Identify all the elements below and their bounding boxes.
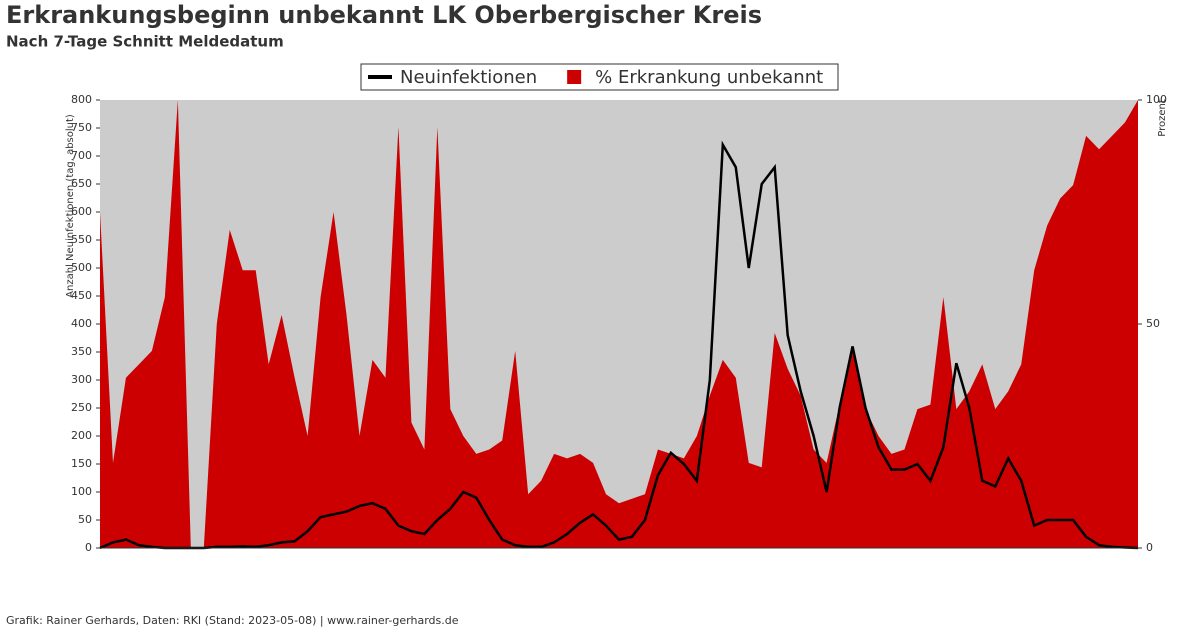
legend-swatch	[567, 70, 582, 84]
footer: Grafik: Rainer Gerhards, Daten: RKI (Sta…	[6, 614, 459, 627]
y-tick-label: 750	[71, 121, 92, 134]
y-tick-label: 100	[71, 485, 92, 498]
y-tick-label: 700	[71, 149, 92, 162]
y-tick-label: 200	[71, 429, 92, 442]
y-tick-label: 250	[71, 401, 92, 414]
chart-subtitle: Nach 7-Tage Schnitt Meldedatum	[6, 33, 284, 51]
y2-tick-label: 50	[1146, 317, 1160, 330]
legend-label: % Erkrankung unbekannt	[595, 67, 823, 88]
y-tick-label: 550	[71, 233, 92, 246]
y-tick-label: 500	[71, 261, 92, 274]
y-tick-label: 0	[85, 541, 92, 554]
chart-title: Erkrankungsbeginn unbekannt LK Oberbergi…	[6, 1, 762, 29]
y-tick-label: 300	[71, 373, 92, 386]
y-tick-label: 600	[71, 205, 92, 218]
y-tick-label: 450	[71, 289, 92, 302]
y-tick-label: 50	[78, 513, 92, 526]
y-axis-label: Anzahl Neuinfektionen (tag, absolut)	[65, 114, 76, 298]
y-tick-label: 350	[71, 345, 92, 358]
legend-label: Neuinfektionen	[400, 67, 537, 88]
y2-axis-label: Prozent	[1157, 99, 1168, 137]
legend-box	[360, 63, 839, 91]
y2-tick-label: 100	[1146, 93, 1167, 106]
y-tick-label: 400	[71, 317, 92, 330]
y2-tick-label: 0	[1146, 541, 1153, 554]
y-tick-label: 650	[71, 177, 92, 190]
line	[99, 140, 1139, 550]
area	[100, 100, 1138, 548]
legend: Neuinfektionen % Erkrankung unbekannt	[360, 63, 839, 91]
y-tick-label: 800	[71, 93, 92, 106]
y-tick-label: 150	[71, 457, 92, 470]
